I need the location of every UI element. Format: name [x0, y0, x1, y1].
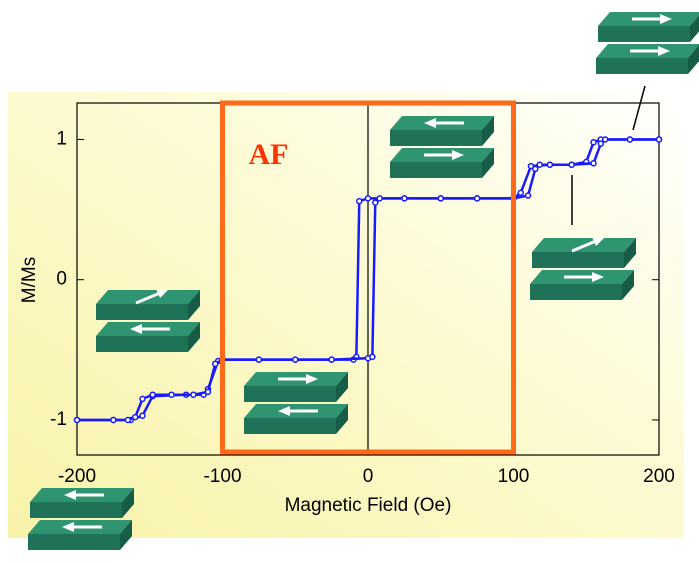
data-point	[376, 195, 383, 202]
data-point	[568, 161, 575, 168]
data-point	[124, 416, 132, 424]
y-tick-label: -1	[50, 409, 67, 430]
data-point	[532, 165, 539, 173]
data-point	[369, 353, 376, 361]
data-point	[401, 195, 408, 202]
data-point	[364, 195, 372, 202]
x-tick-label: -200	[58, 466, 96, 487]
data-point	[204, 388, 212, 396]
data-point	[524, 192, 532, 199]
data-point	[139, 412, 146, 419]
data-point	[626, 136, 634, 143]
data-point	[73, 416, 81, 424]
data-point	[601, 136, 609, 143]
data-point	[597, 140, 605, 147]
data-point	[437, 195, 444, 202]
x-tick-label: -100	[203, 466, 241, 487]
data-point	[110, 416, 117, 424]
data-point	[292, 356, 299, 363]
data-point	[139, 395, 146, 403]
data-point	[473, 195, 481, 202]
data-point	[590, 160, 597, 167]
y-tick-label: 1	[56, 128, 67, 149]
data-point	[328, 356, 335, 363]
af-region	[220, 100, 516, 455]
data-point	[190, 391, 197, 398]
data-point	[590, 139, 597, 146]
data-point	[131, 413, 139, 421]
y-tick-label: 0	[56, 269, 67, 290]
x-axis-label: Magnetic Field (Oe)	[285, 495, 452, 516]
data-point	[356, 197, 363, 205]
data-point	[372, 199, 379, 206]
af-label: AF	[249, 138, 289, 171]
data-point	[168, 391, 175, 398]
data-point	[655, 136, 663, 143]
x-tick-label: 0	[363, 466, 374, 487]
x-tick-label: 100	[498, 466, 530, 487]
data-point	[527, 162, 535, 170]
data-point	[211, 360, 219, 368]
data-point	[536, 161, 543, 168]
illustration	[28, 12, 699, 550]
data-point	[149, 391, 156, 398]
y-axis-label: M/Ms	[19, 257, 40, 303]
data-point	[255, 356, 263, 363]
data-point	[517, 189, 525, 197]
x-tick-label: 200	[643, 466, 675, 487]
data-point	[546, 161, 554, 168]
